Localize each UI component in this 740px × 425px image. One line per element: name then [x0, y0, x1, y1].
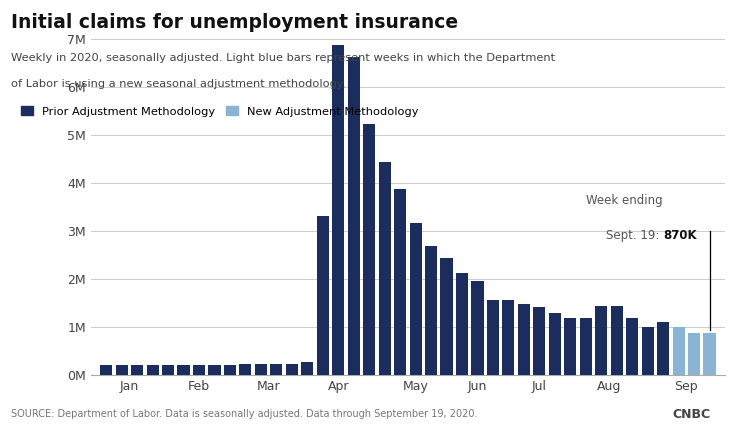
Bar	[301, 362, 313, 375]
Bar	[579, 318, 592, 375]
Bar	[286, 364, 298, 375]
Bar	[549, 312, 561, 375]
Bar	[178, 365, 189, 375]
Bar	[317, 216, 329, 375]
Bar	[440, 258, 453, 375]
Legend: Prior Adjustment Methodology, New Adjustment Methodology: Prior Adjustment Methodology, New Adjust…	[17, 101, 423, 121]
Bar	[642, 326, 653, 375]
Bar	[255, 364, 267, 375]
Text: Sept. 19:: Sept. 19:	[606, 229, 663, 242]
Bar	[534, 307, 545, 375]
Text: of Labor is using a new seasonal adjustment methodology.: of Labor is using a new seasonal adjustm…	[11, 79, 346, 89]
Text: CNBC: CNBC	[672, 408, 710, 421]
Bar	[502, 300, 514, 375]
Bar	[224, 365, 236, 375]
Bar	[456, 273, 468, 375]
Bar	[147, 365, 158, 375]
Bar	[100, 365, 112, 375]
Text: Week ending: Week ending	[587, 194, 663, 207]
Bar	[379, 162, 391, 375]
Text: 870K: 870K	[663, 229, 697, 242]
Bar	[394, 190, 406, 375]
Bar	[704, 333, 716, 375]
Bar	[688, 333, 700, 375]
Bar	[162, 365, 174, 375]
Bar	[348, 57, 360, 375]
Bar	[518, 304, 530, 375]
Text: Initial claims for unemployment insurance: Initial claims for unemployment insuranc…	[11, 13, 458, 32]
Text: Weekly in 2020, seasonally adjusted. Light blue bars represent weeks in which th: Weekly in 2020, seasonally adjusted. Lig…	[11, 53, 555, 63]
Bar	[657, 322, 669, 375]
Bar	[626, 318, 638, 375]
Bar	[487, 300, 499, 375]
Bar	[270, 364, 283, 375]
Bar	[209, 365, 221, 375]
Bar	[193, 365, 205, 375]
Bar	[673, 327, 684, 375]
Bar	[115, 365, 128, 375]
Bar	[565, 318, 576, 375]
Bar	[131, 365, 143, 375]
Bar	[363, 124, 375, 375]
Bar	[471, 281, 483, 375]
Bar	[409, 223, 422, 375]
Bar	[610, 306, 623, 375]
Bar	[239, 365, 252, 375]
Bar	[332, 45, 344, 375]
Bar	[595, 306, 608, 375]
Text: SOURCE: Department of Labor. Data is seasonally adjusted. Data through September: SOURCE: Department of Labor. Data is sea…	[11, 408, 477, 419]
Bar	[425, 246, 437, 375]
